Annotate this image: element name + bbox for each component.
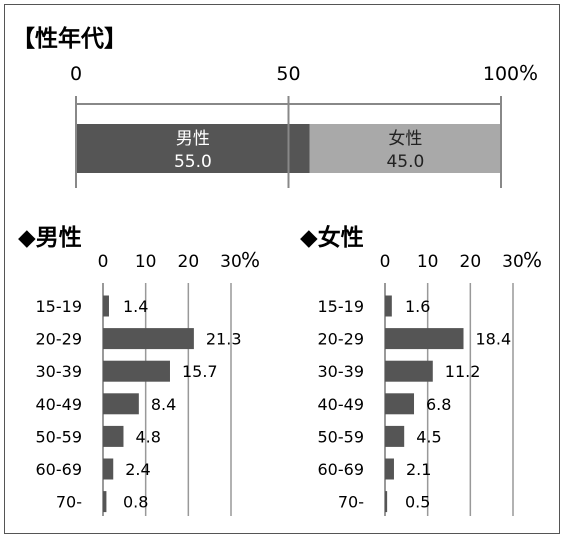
- segment-label: 男性: [176, 129, 210, 149]
- bar: [103, 458, 114, 480]
- bar: [103, 295, 109, 317]
- category-label: 30-39: [318, 362, 365, 381]
- category-label: 40-49: [318, 395, 365, 414]
- tick-label: 0: [380, 252, 391, 272]
- value-label: 21.3: [206, 330, 242, 349]
- category-label: 40-49: [36, 395, 83, 414]
- bar: [103, 491, 107, 513]
- top-tick-label: 50: [276, 63, 300, 85]
- segment-value-label: 55.0: [174, 152, 212, 172]
- tick-label: 30: [502, 252, 524, 272]
- bar: [385, 491, 388, 513]
- tick-label: 30: [220, 252, 242, 272]
- bar: [103, 360, 170, 382]
- value-label: 4.8: [135, 427, 160, 446]
- top-tick-label: 100: [483, 63, 519, 85]
- bar: [103, 425, 124, 447]
- segment-value-label: 45.0: [386, 152, 424, 172]
- segment-male: [76, 124, 310, 173]
- value-label: 0.5: [405, 493, 430, 512]
- value-label: 0.8: [123, 493, 148, 512]
- chart-frame: [4, 4, 560, 534]
- tick-label: 20: [460, 252, 482, 272]
- bar: [385, 328, 464, 350]
- female-age-chart: ◆女性 0 10 20 30 % 15-19 1.6 20-29 18.4 30-39 11.2 40-…: [300, 224, 542, 516]
- chart-title: 【性年代】: [12, 25, 127, 52]
- segment-female: [309, 124, 501, 173]
- category-label: 20-29: [318, 330, 365, 349]
- bar: [385, 393, 415, 415]
- category-label: 70-: [56, 493, 82, 512]
- category-label: 60-69: [318, 460, 365, 479]
- category-label: 50-59: [36, 427, 83, 446]
- unit-label: %: [241, 248, 260, 272]
- category-label: 30-39: [36, 362, 83, 381]
- category-label: 50-59: [318, 427, 365, 446]
- top-unit-label: %: [519, 61, 538, 85]
- value-label: 18.4: [476, 330, 512, 349]
- value-label: 4.5: [416, 427, 441, 446]
- bar: [385, 425, 405, 447]
- segment-label: 女性: [388, 129, 422, 149]
- bar: [385, 458, 394, 480]
- category-label: 70-: [338, 493, 364, 512]
- subchart-title: ◆女性: [300, 224, 364, 251]
- tick-label: 20: [178, 252, 200, 272]
- unit-label: %: [523, 248, 542, 272]
- value-label: 1.6: [405, 297, 430, 316]
- bar: [103, 328, 194, 350]
- value-label: 8.4: [151, 395, 176, 414]
- value-label: 11.2: [445, 362, 481, 381]
- bar: [385, 360, 433, 382]
- bar: [385, 295, 392, 317]
- category-label: 15-19: [36, 297, 83, 316]
- value-label: 2.4: [125, 460, 150, 479]
- subchart-title: ◆男性: [18, 225, 82, 251]
- tick-label: 10: [417, 252, 439, 272]
- category-label: 20-29: [36, 330, 83, 349]
- bar: [103, 393, 139, 415]
- male-age-chart: ◆男性 0 10 20 30 % 15-19 1.4 20-29 21.3 30-39 15.7 40-…: [18, 225, 260, 516]
- value-label: 15.7: [182, 362, 218, 381]
- tick-label: 10: [135, 252, 157, 272]
- category-label: 60-69: [36, 460, 83, 479]
- top-tick-label: 0: [70, 63, 82, 85]
- value-label: 1.4: [123, 297, 148, 316]
- category-label: 15-19: [318, 297, 365, 316]
- tick-label: 0: [98, 252, 109, 272]
- gender-stacked-bar: 男性 55.0 女性 45.0 0 50 100%: [70, 61, 538, 188]
- value-label: 6.8: [426, 395, 451, 414]
- value-label: 2.1: [406, 460, 431, 479]
